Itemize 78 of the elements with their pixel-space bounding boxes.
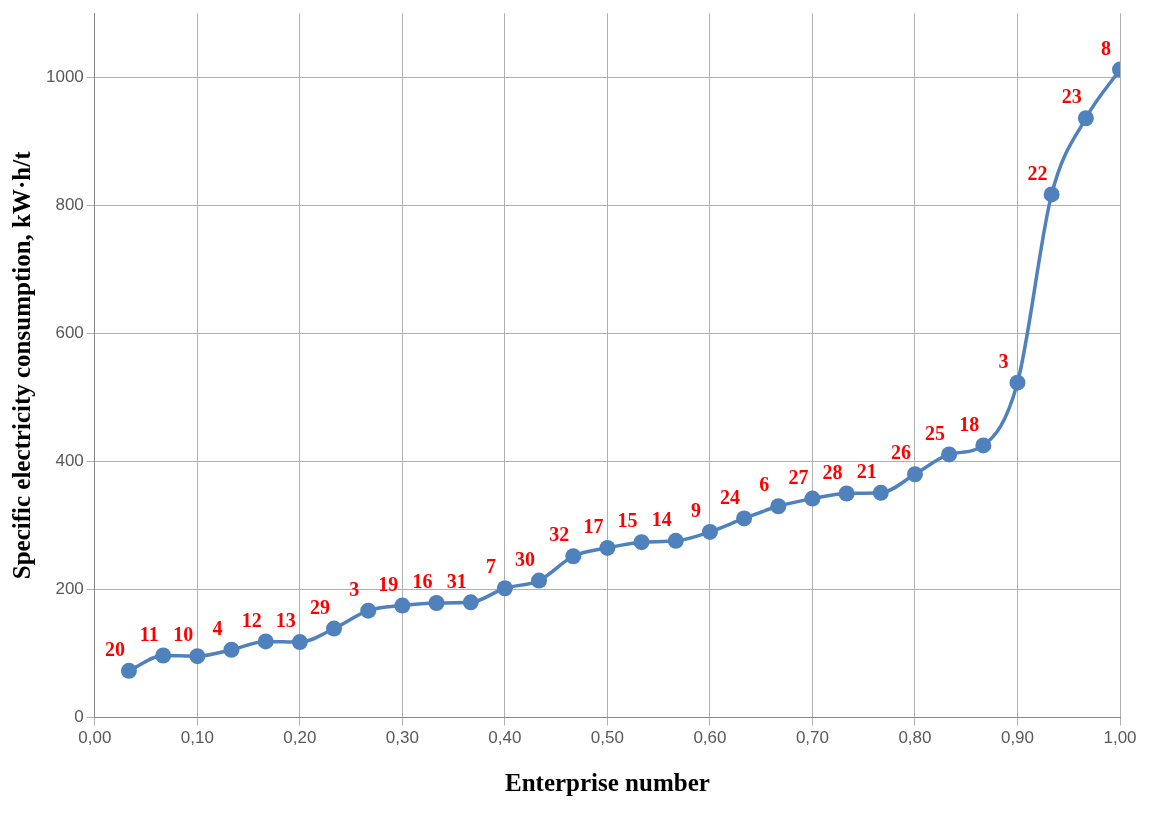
annotation: 23 bbox=[1061, 85, 1082, 108]
point bbox=[736, 510, 753, 527]
point bbox=[257, 633, 274, 650]
point bbox=[120, 662, 137, 679]
annotation: 32 bbox=[549, 523, 570, 546]
y-axis-title: Specific electricity consumption, kW·h/t bbox=[8, 150, 36, 580]
x-axis-title: Enterprise number bbox=[504, 769, 710, 797]
point bbox=[1043, 186, 1060, 203]
x-tick-label: 0,60 bbox=[693, 728, 727, 748]
point bbox=[223, 641, 240, 658]
annotation: 11 bbox=[139, 622, 159, 645]
annotation: 3 bbox=[349, 577, 360, 600]
annotation: 21 bbox=[856, 460, 877, 482]
annotation: 3 bbox=[998, 349, 1009, 372]
annotation: 7 bbox=[485, 555, 496, 578]
point bbox=[872, 484, 889, 501]
point bbox=[325, 620, 342, 637]
annotation: 14 bbox=[651, 508, 672, 531]
point bbox=[155, 647, 172, 664]
annotation: 15 bbox=[617, 509, 638, 532]
x-tick-label: 0,30 bbox=[385, 728, 419, 748]
annotation: 10 bbox=[173, 623, 194, 646]
annotation: 20 bbox=[104, 638, 125, 661]
point bbox=[462, 594, 479, 611]
x-tick-label: 0,00 bbox=[78, 728, 112, 748]
point bbox=[838, 485, 855, 502]
annotation: 16 bbox=[412, 570, 433, 593]
point bbox=[291, 634, 308, 651]
point bbox=[770, 498, 787, 515]
annotation: 8 bbox=[1101, 36, 1111, 59]
y-tick-label: 0 bbox=[74, 707, 84, 727]
x-tick-label: 0,70 bbox=[795, 728, 829, 748]
point bbox=[975, 437, 992, 454]
x-tick-label: 0,10 bbox=[180, 728, 214, 748]
annotation: 24 bbox=[720, 485, 741, 508]
annotation: 29 bbox=[309, 595, 330, 618]
point bbox=[804, 490, 821, 507]
point bbox=[941, 446, 958, 463]
point bbox=[189, 648, 206, 665]
annotation: 27 bbox=[788, 465, 809, 488]
annotation: 30 bbox=[515, 547, 536, 570]
x-tick-label: 0,90 bbox=[1000, 728, 1035, 748]
annotation: 18 bbox=[959, 412, 980, 435]
point bbox=[360, 602, 377, 619]
x-tick-label: 0,50 bbox=[590, 728, 624, 748]
annotation: 9 bbox=[690, 499, 701, 522]
point bbox=[1009, 374, 1026, 391]
point bbox=[496, 580, 513, 597]
x-tick-label: 0,80 bbox=[898, 728, 932, 748]
x-tick-label: 0,20 bbox=[283, 728, 317, 748]
annotation: 26 bbox=[890, 441, 911, 464]
point bbox=[906, 466, 923, 483]
point bbox=[394, 597, 411, 614]
annotation: 28 bbox=[822, 460, 843, 483]
point bbox=[531, 572, 548, 589]
x-tick-label: 0,40 bbox=[488, 728, 522, 748]
y-tick-label: 800 bbox=[55, 195, 84, 214]
annotation: 13 bbox=[275, 609, 296, 632]
annotation: 4 bbox=[212, 616, 223, 639]
y-tick-label: 600 bbox=[55, 323, 84, 343]
annotation: 22 bbox=[1027, 161, 1048, 184]
y-tick-label: 1000 bbox=[45, 66, 84, 86]
annotation: 12 bbox=[241, 608, 262, 631]
annotation: 25 bbox=[925, 421, 946, 444]
annotation: 6 bbox=[759, 473, 770, 496]
annotation: 17 bbox=[583, 515, 604, 538]
annotation: 31 bbox=[446, 569, 467, 592]
point bbox=[565, 548, 582, 565]
point bbox=[633, 534, 650, 551]
point bbox=[428, 594, 445, 611]
y-tick-label: 200 bbox=[55, 579, 84, 599]
point bbox=[599, 539, 616, 556]
x-tick-label: 1,00 bbox=[1103, 728, 1137, 748]
annotation: 19 bbox=[378, 572, 399, 595]
point bbox=[701, 523, 718, 540]
y-tick-label: 400 bbox=[55, 451, 84, 471]
point bbox=[1077, 110, 1094, 127]
point bbox=[667, 532, 684, 549]
